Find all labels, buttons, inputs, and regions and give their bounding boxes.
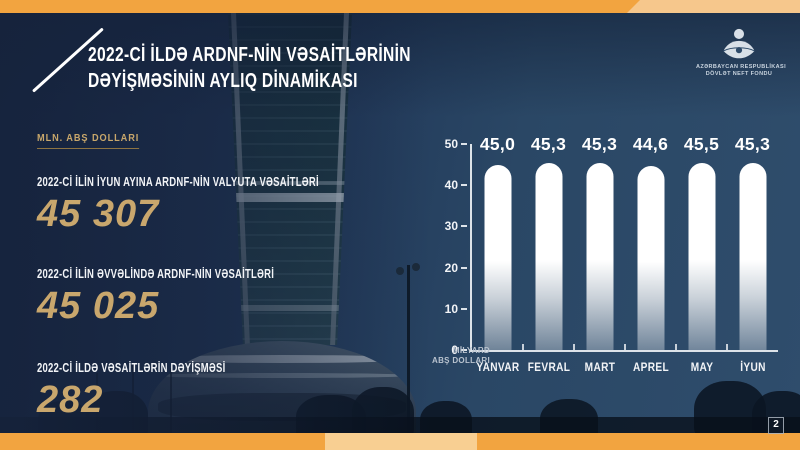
bar-column: 45,0 YANVAR xyxy=(472,135,523,374)
y-tick-label: 0 xyxy=(451,343,458,357)
y-axis-tick: 30 xyxy=(440,220,467,232)
y-tick-label: 40 xyxy=(444,178,458,193)
y-axis-unit-line1: MİLYARD xyxy=(452,346,490,355)
y-tick-label: 50 xyxy=(444,137,458,151)
bottom-accent-bar-light xyxy=(325,433,477,450)
bar-column: 44,6 APREL xyxy=(624,135,676,374)
bar-column: 45,5 MAY xyxy=(675,135,727,374)
stat-value-start-assets: 45 025 xyxy=(37,285,160,327)
y-tick-label: 20 xyxy=(444,260,458,275)
unit-label: MLN. ABŞ DOLLARI xyxy=(37,133,140,149)
bar-column: 45,3 İYUN xyxy=(726,135,778,374)
y-tick-mark xyxy=(461,225,467,228)
x-tick-label: FEVRAL xyxy=(527,362,570,374)
bar-column: 45,3 MART xyxy=(573,135,625,374)
y-axis-tick: 0 xyxy=(440,344,467,356)
y-tick-mark xyxy=(461,349,467,351)
page-title: 2022-Cİ İLDƏ ARDNF-NİN VƏSAİTLƏRİNİN DƏY… xyxy=(88,42,411,94)
stat-value-change: 282 xyxy=(37,379,104,421)
bar-column: 45,3 FEVRAL xyxy=(522,135,574,374)
top-accent-bar xyxy=(0,0,800,13)
bar xyxy=(484,164,511,350)
x-tick-label: APREL xyxy=(632,362,669,374)
bar xyxy=(739,163,766,350)
bar xyxy=(688,162,715,350)
page-title-line1: 2022-Cİ İLDƏ ARDNF-NİN VƏSAİTLƏRİNİN xyxy=(88,44,411,66)
logo-org-line1: AZƏRBAYCAN RESPUBLİKASI xyxy=(696,64,786,70)
bar xyxy=(535,163,562,350)
bar-value-label: 45,5 xyxy=(683,134,720,154)
y-axis-tick: 40 xyxy=(440,179,467,191)
sofaz-flame-icon xyxy=(723,28,755,59)
monthly-assets-bar-chart: 0 10 20 30 40 50 45,0 YANVAR 45,3 FEVRAL 45,3 MART… xyxy=(432,132,790,378)
y-tick-mark xyxy=(461,266,467,269)
bar xyxy=(637,166,664,350)
x-tick-label: MAY xyxy=(690,362,713,374)
logo-org-line2: DÖVLƏT NEFT FONDU xyxy=(705,71,773,77)
x-tick-label: MART xyxy=(584,362,615,374)
stat-label-change: 2022-Cİ İLDƏ VƏSAİTLƏRİN DƏYİŞMƏSİ xyxy=(37,361,226,375)
chart-columns: 45,0 YANVAR 45,3 FEVRAL 45,3 MART 44,6 APREL 45,… xyxy=(472,135,778,374)
chart-plot-area: 0 10 20 30 40 50 45,0 YANVAR 45,3 FEVRAL 45,3 MART… xyxy=(432,135,778,374)
bar-value-label: 45,0 xyxy=(479,134,516,154)
y-tick-mark xyxy=(461,307,467,310)
x-tick-label: İYUN xyxy=(739,362,766,374)
y-axis-tick: 10 xyxy=(440,303,467,315)
bar-value-label: 45,3 xyxy=(734,134,771,154)
stats-panel: MLN. ABŞ DOLLARI 2022-Cİ İLİN İYUN AYINA… xyxy=(37,128,408,419)
bar xyxy=(586,163,613,350)
y-tick-label: 30 xyxy=(444,219,458,234)
y-tick-label: 10 xyxy=(444,301,458,316)
y-axis-tick: 20 xyxy=(440,262,467,274)
bar-value-label: 44,6 xyxy=(632,134,669,154)
y-tick-mark xyxy=(461,143,467,145)
stat-value-june-assets: 45 307 xyxy=(37,193,160,235)
x-tick-label: YANVAR xyxy=(475,362,520,374)
sofaz-logo: AZƏRBAYCAN RESPUBLİKASI DÖVLƏT NEFT FOND… xyxy=(696,27,786,78)
y-axis-unit-label: MİLYARD ABŞ DOLLARI xyxy=(410,346,490,366)
bar-value-label: 45,3 xyxy=(581,134,618,154)
y-tick-mark xyxy=(461,184,467,187)
y-axis-unit-line2: ABŞ DOLLARI xyxy=(432,356,490,365)
stat-label-june-assets: 2022-Cİ İLİN İYUN AYINA ARDNF-NİN VALYUT… xyxy=(37,175,319,189)
bar-value-label: 45,3 xyxy=(530,134,567,154)
top-accent-bar-light xyxy=(627,0,800,13)
y-axis-tick: 50 xyxy=(440,138,467,150)
page-number-badge: 2 xyxy=(768,417,784,434)
page-title-line2: DƏYİŞMƏSİNİN AYLIQ DİNAMİKASI xyxy=(88,70,358,92)
logo-org-name: AZƏRBAYCAN RESPUBLİKASI DÖVLƏT NEFT FOND… xyxy=(696,64,786,78)
stat-label-start-assets: 2022-Cİ İLİN ƏVVƏLİNDƏ ARDNF-NİN VƏSAİTL… xyxy=(37,267,275,281)
